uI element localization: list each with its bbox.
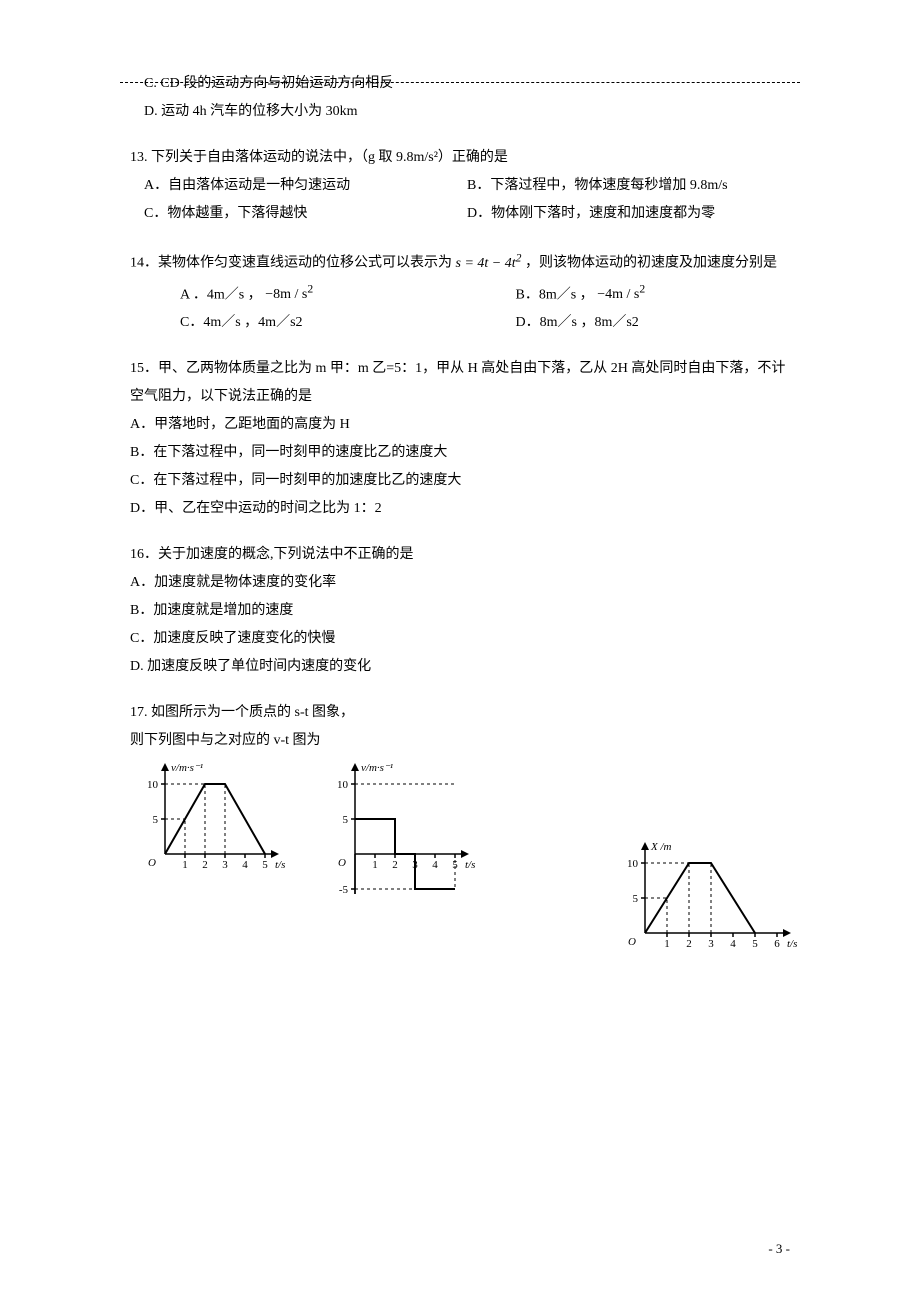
svg-text:t/s: t/s <box>465 859 475 871</box>
q15-opt-d: D．甲、乙在空中运动的时间之比为 1：2 <box>130 495 790 523</box>
svg-text:10: 10 <box>627 858 639 870</box>
q14: 14．某物体作匀变速直线运动的位移公式可以表示为 s = 4t − 4t2 ，则… <box>130 246 790 337</box>
svg-text:2: 2 <box>202 859 208 871</box>
q14-stem: 14．某物体作匀变速直线运动的位移公式可以表示为 s = 4t − 4t2 ，则… <box>130 246 790 278</box>
page: C. CD 段的运动方向与初始运动方向相反 D. 运动 4h 汽车的位移大小为 … <box>0 0 920 1302</box>
q14-b-sq: 2 <box>639 283 645 296</box>
svg-text:2: 2 <box>392 859 398 871</box>
top-divider <box>120 82 800 83</box>
svg-text:3: 3 <box>222 859 228 871</box>
svg-text:5: 5 <box>343 814 349 826</box>
svg-text:v/m·s⁻¹: v/m·s⁻¹ <box>171 762 203 774</box>
svg-text:4: 4 <box>432 859 438 871</box>
q16-opt-b: B．加速度就是增加的速度 <box>130 597 790 625</box>
q14-opt-c: C．4m／s ，4m／s2 <box>130 309 516 337</box>
q14-row1: A ．4m／s ， −8m / s2 B．8m／s ， −4m / s2 <box>130 278 790 310</box>
page-footer: - 3 - <box>768 1236 790 1262</box>
q14-stem-post: ，则该物体运动的初速度及加速度分别是 <box>525 256 777 271</box>
q15-opt-c: C．在下落过程中，同一时刻甲的加速度比乙的速度大 <box>130 467 790 495</box>
q14-b-pre: B．8m／s ， <box>516 287 594 302</box>
q15-opt-a: A．甲落地时，乙距地面的高度为 H <box>130 411 790 439</box>
q16: 16．关于加速度的概念,下列说法中不正确的是 A．加速度就是物体速度的变化率 B… <box>130 541 790 681</box>
chart-option-b: -551012345Ov/m·s⁻¹t/s <box>315 759 490 894</box>
q16-opt-a: A．加速度就是物体速度的变化率 <box>130 569 790 597</box>
q14-formula: s = 4t − 4t <box>456 256 516 271</box>
q13-row2: C．物体越重，下落得越快 D．物体刚下落时，速度和加速度都为零 <box>130 200 790 228</box>
q13-stem: 13. 下列关于自由落体运动的说法中，（g 取 9.8m/s²）正确的是 <box>130 144 790 172</box>
q14-opt-d: D．8m／s ，8m／s2 <box>516 309 791 337</box>
svg-text:10: 10 <box>147 779 159 791</box>
q14-formula-sq: 2 <box>516 251 522 264</box>
svg-text:-5: -5 <box>339 884 349 894</box>
q14-opt-a: A ．4m／s ， −8m / s2 <box>130 278 516 310</box>
q12-opt-d: D. 运动 4h 汽车的位移大小为 30km <box>130 98 790 126</box>
chart-option-a: 5 10 1 2 3 4 5 Ov/m·s⁻¹ t/s <box>130 759 295 874</box>
q13-opt-d: D．物体刚下落时，速度和加速度都为零 <box>467 200 790 228</box>
svg-text:X /m: X /m <box>650 841 672 853</box>
chart-right-container: 5 10 1 2 3 4 5 6 O X /m t/s <box>610 838 810 958</box>
q13-row1: A．自由落体运动是一种匀速运动 B．下落过程中，物体速度每秒增加 9.8m/s <box>130 172 790 200</box>
q16-opt-c: C．加速度反映了速度变化的快慢 <box>130 625 790 653</box>
q13-opt-c: C．物体越重，下落得越快 <box>144 200 467 228</box>
svg-text:O: O <box>628 936 636 948</box>
svg-text:5: 5 <box>633 893 639 905</box>
svg-text:2: 2 <box>686 938 692 950</box>
q14-a-sq: 2 <box>307 283 313 296</box>
q17-stem2: 则下列图中与之对应的 v‑t 图为 <box>130 727 790 755</box>
q14-row2: C．4m／s ，4m／s2 D．8m／s ，8m／s2 <box>130 309 790 337</box>
q15: 15．甲、乙两物体质量之比为 m 甲：m 乙=5：1，甲从 H 高处自由下落，乙… <box>130 355 790 523</box>
svg-text:4: 4 <box>242 859 248 871</box>
q12-opt-c: C. CD 段的运动方向与初始运动方向相反 <box>130 70 790 98</box>
svg-text:O: O <box>148 857 156 869</box>
svg-text:1: 1 <box>372 859 378 871</box>
q14-b-val: −4m / s <box>597 287 639 302</box>
chart-right: 5 10 1 2 3 4 5 6 O X /m t/s <box>610 838 810 958</box>
q14-stem-pre: 14．某物体作匀变速直线运动的位移公式可以表示为 <box>130 256 452 271</box>
q13-opt-b: B．下落过程中，物体速度每秒增加 9.8m/s <box>467 172 790 200</box>
q13-opt-a: A．自由落体运动是一种匀速运动 <box>144 172 467 200</box>
q16-stem: 16．关于加速度的概念,下列说法中不正确的是 <box>130 541 790 569</box>
q15-stem: 15．甲、乙两物体质量之比为 m 甲：m 乙=5：1，甲从 H 高处自由下落，乙… <box>130 355 790 411</box>
q13: 13. 下列关于自由落体运动的说法中，（g 取 9.8m/s²）正确的是 A．自… <box>130 144 790 228</box>
q16-opt-d: D. 加速度反映了单位时间内速度的变化 <box>130 653 790 681</box>
q15-opt-b: B．在下落过程中，同一时刻甲的速度比乙的速度大 <box>130 439 790 467</box>
svg-text:5: 5 <box>262 859 268 871</box>
svg-text:O: O <box>338 857 346 869</box>
q14-a-pre: A ．4m／s ， <box>180 287 262 302</box>
svg-text:t/s: t/s <box>787 938 797 950</box>
svg-text:1: 1 <box>664 938 670 950</box>
svg-text:4: 4 <box>730 938 736 950</box>
q14-opt-b: B．8m／s ， −4m / s2 <box>516 278 791 310</box>
svg-text:5: 5 <box>752 938 758 950</box>
svg-text:6: 6 <box>774 938 780 950</box>
svg-text:5: 5 <box>153 814 159 826</box>
svg-text:1: 1 <box>182 859 188 871</box>
svg-text:t/s: t/s <box>275 859 285 871</box>
svg-text:3: 3 <box>708 938 714 950</box>
svg-text:10: 10 <box>337 779 349 791</box>
q17-stem1: 17. 如图所示为一个质点的 s‑t 图象， <box>130 699 790 727</box>
svg-text:v/m·s⁻¹: v/m·s⁻¹ <box>361 762 393 774</box>
q14-a-val: −8m / s <box>265 287 307 302</box>
